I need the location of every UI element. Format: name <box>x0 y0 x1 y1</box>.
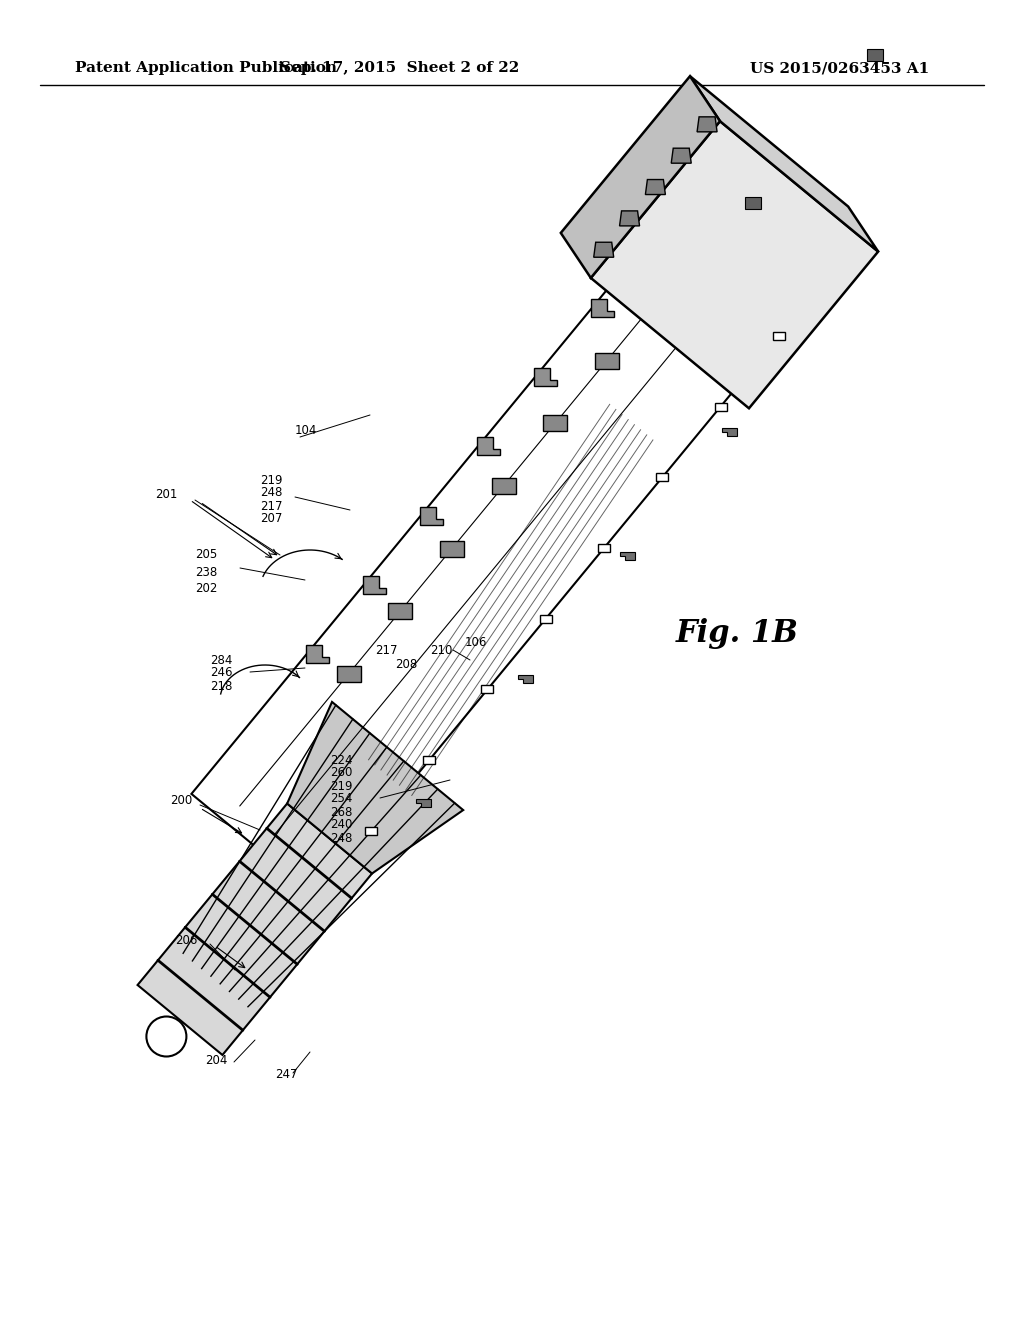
Text: 204: 204 <box>205 1053 227 1067</box>
Polygon shape <box>722 428 737 436</box>
Text: 219: 219 <box>260 474 283 487</box>
Polygon shape <box>690 77 879 252</box>
Polygon shape <box>423 756 435 764</box>
Text: 268: 268 <box>330 805 352 818</box>
Text: Patent Application Publication: Patent Application Publication <box>75 61 337 75</box>
Polygon shape <box>595 352 618 368</box>
Polygon shape <box>594 243 613 257</box>
Text: Sep. 17, 2015  Sheet 2 of 22: Sep. 17, 2015 Sheet 2 of 22 <box>281 61 519 75</box>
Bar <box>744 198 761 210</box>
Text: 219: 219 <box>330 780 352 792</box>
Polygon shape <box>544 416 567 432</box>
Text: 217: 217 <box>260 499 283 512</box>
Polygon shape <box>440 541 464 557</box>
Text: 201: 201 <box>155 488 177 502</box>
Text: 224: 224 <box>330 754 352 767</box>
Polygon shape <box>645 180 666 194</box>
Text: 208: 208 <box>395 659 417 672</box>
Polygon shape <box>420 507 443 525</box>
Polygon shape <box>477 437 500 455</box>
Polygon shape <box>535 368 557 387</box>
Polygon shape <box>362 576 386 594</box>
Polygon shape <box>715 403 727 411</box>
Polygon shape <box>561 77 720 279</box>
Text: 205: 205 <box>195 549 217 561</box>
Polygon shape <box>697 117 717 132</box>
Polygon shape <box>591 121 879 408</box>
Polygon shape <box>620 211 640 226</box>
Text: 284: 284 <box>210 653 232 667</box>
Text: Fig. 1B: Fig. 1B <box>676 618 799 649</box>
Text: 254: 254 <box>330 792 352 805</box>
Polygon shape <box>287 702 463 874</box>
Text: 104: 104 <box>295 424 317 437</box>
Polygon shape <box>518 676 534 684</box>
Polygon shape <box>306 645 329 664</box>
Text: 200: 200 <box>170 793 193 807</box>
Text: 206: 206 <box>175 933 198 946</box>
Text: 248: 248 <box>260 487 283 499</box>
Text: 207: 207 <box>260 512 283 525</box>
Text: 260: 260 <box>330 767 352 780</box>
Text: 210: 210 <box>430 644 453 656</box>
Text: 240: 240 <box>330 818 352 832</box>
Text: 217: 217 <box>375 644 397 656</box>
Polygon shape <box>137 804 372 1055</box>
Bar <box>867 49 883 61</box>
Text: 106: 106 <box>465 636 487 649</box>
Text: 248: 248 <box>330 832 352 845</box>
Text: 238: 238 <box>195 565 217 578</box>
Text: 246: 246 <box>210 667 232 680</box>
Polygon shape <box>492 478 516 494</box>
Polygon shape <box>337 667 360 682</box>
Polygon shape <box>773 331 784 341</box>
Polygon shape <box>191 133 860 896</box>
Polygon shape <box>672 148 691 164</box>
Polygon shape <box>417 799 431 808</box>
Polygon shape <box>621 552 636 560</box>
Polygon shape <box>388 603 413 619</box>
Text: US 2015/0263453 A1: US 2015/0263453 A1 <box>750 61 929 75</box>
Polygon shape <box>592 298 614 317</box>
Text: 247: 247 <box>275 1068 298 1081</box>
Text: 202: 202 <box>195 582 217 595</box>
Polygon shape <box>540 615 552 623</box>
Polygon shape <box>481 685 494 693</box>
Circle shape <box>146 1016 186 1056</box>
Polygon shape <box>598 544 610 552</box>
Polygon shape <box>365 826 377 836</box>
Polygon shape <box>656 474 669 482</box>
Text: 218: 218 <box>210 680 232 693</box>
